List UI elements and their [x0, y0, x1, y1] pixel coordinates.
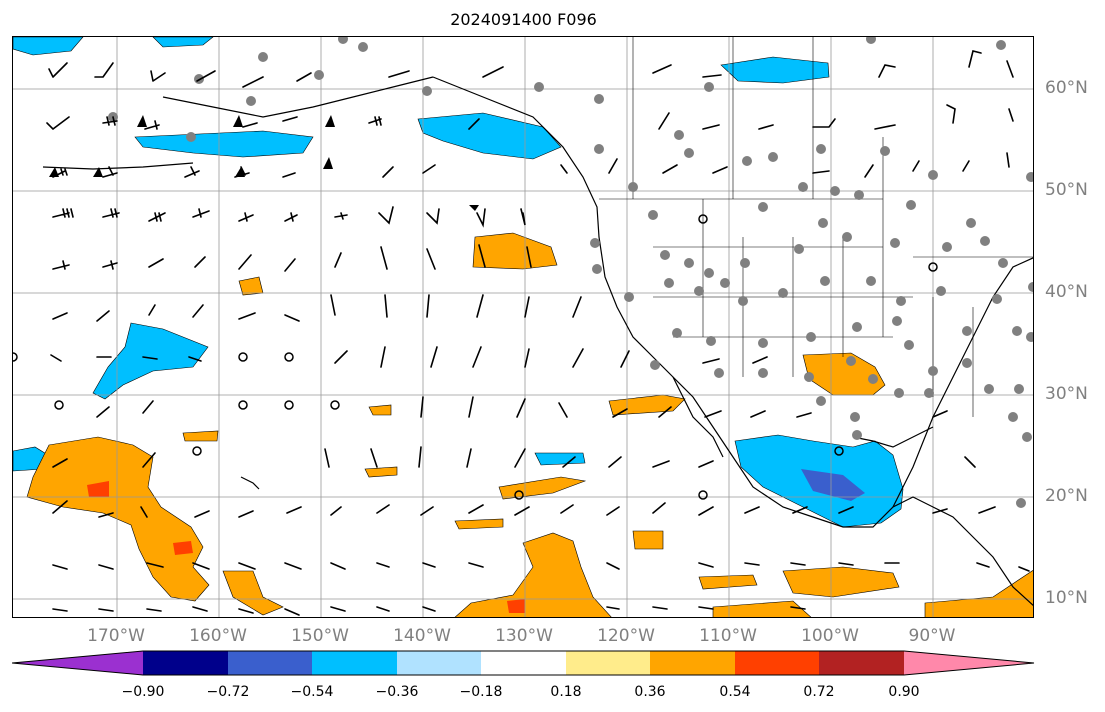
colorbar-segment [650, 651, 735, 675]
positive-contours [26, 232, 1033, 617]
station-markers [108, 37, 1033, 508]
colorbar-tick-label: 0.54 [719, 684, 751, 700]
colorbar-tick-label: 0.36 [634, 684, 666, 700]
colorbar-segment [143, 651, 228, 675]
lat-label-30n: 30°N [1045, 384, 1088, 404]
colorbar-segment [228, 651, 312, 675]
colorbar-tick-label: −0.90 [121, 684, 165, 700]
lat-label-10n: 10°N [1045, 588, 1088, 608]
lon-label-130w: 130°W [495, 626, 553, 646]
colorbar-tick-label: −0.36 [375, 684, 419, 700]
colorbar-segment [819, 651, 904, 675]
colorbar-segment [312, 651, 397, 675]
lon-label-150w: 150°W [291, 626, 349, 646]
lon-label-140w: 140°W [393, 626, 451, 646]
lon-label-100w: 100°W [801, 626, 859, 646]
colorbar-tick-label: −0.54 [290, 684, 334, 700]
colorbar-tick-label: −0.72 [206, 684, 250, 700]
colorbar-tick-label: 0.18 [550, 684, 582, 700]
state-borders [599, 37, 1033, 417]
colorbar-segment [735, 651, 819, 675]
map-canvas [13, 37, 1033, 617]
calm-markers [13, 214, 938, 500]
colorbar-tick-label: −0.18 [459, 684, 503, 700]
colorbar-segments [12, 650, 1035, 676]
pennant-barbs [49, 115, 479, 211]
map-panel [12, 36, 1034, 618]
colorbar-outline [12, 650, 1035, 676]
lon-label-120w: 120°W [597, 626, 655, 646]
colorbar-tick-label: 0.90 [888, 684, 920, 700]
strong-negative-contours [801, 469, 865, 501]
lat-label-60n: 60°N [1045, 78, 1088, 98]
colorbar-segment [397, 651, 481, 675]
lon-label-110w: 110°W [699, 626, 757, 646]
lat-label-50n: 50°N [1045, 180, 1088, 200]
lat-label-40n: 40°N [1045, 282, 1088, 302]
coastlines [42, 76, 1033, 606]
map-title: 2024091400 F096 [450, 10, 597, 29]
strong-positive-contours [87, 481, 525, 613]
colorbar-segment [904, 651, 1034, 675]
colorbar-segment [481, 651, 566, 675]
wind-barbs [46, 50, 1030, 616]
colorbar-tick-label: 0.72 [803, 684, 835, 700]
lon-label-170w: 170°W [87, 626, 145, 646]
graticule [13, 37, 1033, 617]
colorbar [12, 650, 1035, 676]
lon-label-160w: 160°W [189, 626, 247, 646]
lat-label-20n: 20°N [1045, 486, 1088, 506]
lon-label-90w: 90°W [908, 626, 956, 646]
negative-contours [13, 37, 904, 528]
colorbar-segment [12, 651, 143, 675]
colorbar-segment [566, 651, 650, 675]
